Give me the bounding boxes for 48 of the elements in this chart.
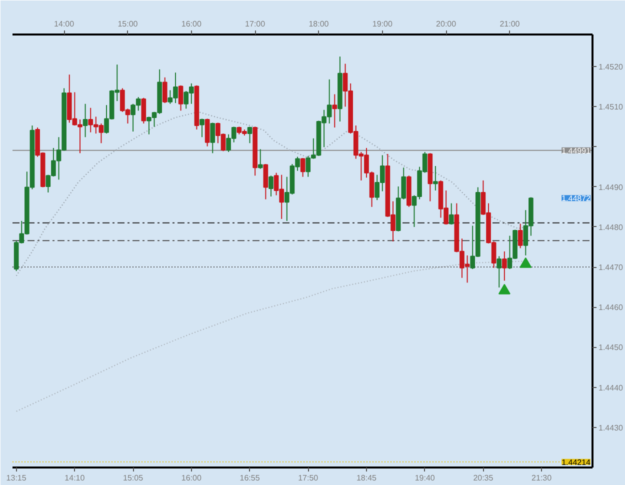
x-tick-label: 20:35 (473, 474, 494, 482)
candlestick (247, 126, 252, 144)
x-tick-label: 17:50 (298, 474, 319, 482)
x-tick-label: 21:30 (532, 474, 552, 482)
x2-tick-label: 15:00 (118, 20, 138, 28)
x-tick-label: 19:40 (414, 474, 436, 482)
candlestick (263, 164, 268, 200)
candlestick (448, 202, 454, 226)
candlestick (518, 223, 523, 249)
candlestick (162, 76, 168, 104)
candlestick (496, 256, 502, 288)
y-tick-label: 1.4510 (598, 102, 624, 112)
x-tick-label: 18:45 (356, 474, 378, 482)
candlestick (332, 94, 338, 128)
candlestick (258, 148, 263, 170)
x2-tick-label: 21:00 (500, 20, 520, 28)
x-tick-label: 16:55 (240, 474, 260, 482)
x-tick-label: 13:15 (6, 474, 27, 482)
candlestick (433, 166, 438, 191)
y-tick-label: 1.4480 (598, 222, 624, 232)
candlestick (178, 84, 184, 112)
y-tick-label: 1.4440 (598, 383, 624, 392)
candlestick (502, 250, 507, 282)
candlestick (210, 122, 216, 154)
candlestick (82, 103, 88, 138)
x2-tick-label: 17:00 (245, 20, 266, 28)
x2-tick-label: 20:00 (436, 20, 457, 28)
annotation: 1.44872 (562, 194, 592, 204)
candlestick (141, 97, 146, 124)
x2-tick-label: 16:00 (181, 20, 202, 28)
y-tick-label: 1.4470 (598, 263, 624, 272)
y-tick-label: 1.4520 (598, 62, 624, 72)
x2-tick-label: 19:00 (372, 20, 393, 28)
y-tick-label: 1.4450 (598, 343, 624, 352)
x-tick-label: 16:00 (181, 474, 202, 482)
y-tick-label: 1.4460 (598, 303, 624, 312)
x2-tick-label: 18:00 (308, 20, 330, 28)
candlestick (200, 118, 204, 138)
candlestick (268, 175, 274, 197)
candlestick (300, 157, 306, 178)
x-tick-label: 14:10 (64, 474, 86, 482)
y-tick-label: 1.4490 (598, 182, 624, 192)
ref-line-label: 1.44991 (562, 146, 592, 156)
x2-tick-label: 14:00 (54, 20, 75, 28)
y-tick-label: 1.4430 (598, 423, 624, 432)
candlestick (204, 118, 210, 147)
x-tick-label: 15:05 (123, 474, 144, 482)
ref-line-label: 1.44214 (562, 458, 592, 467)
